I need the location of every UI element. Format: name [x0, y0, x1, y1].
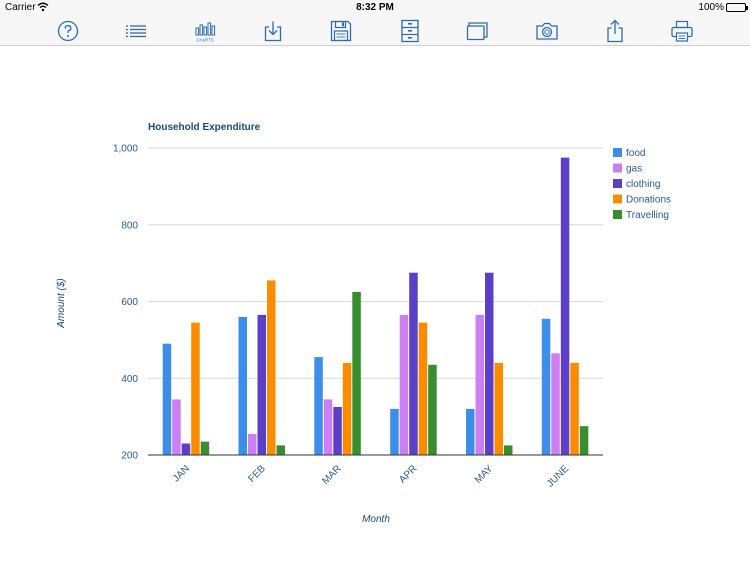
- bar-gas-feb: [248, 433, 257, 455]
- bar-gas-mar: [323, 399, 333, 455]
- bar-donations-jan: [191, 322, 200, 455]
- wifi-icon: [37, 2, 49, 12]
- y-tick-label: 600: [121, 297, 138, 308]
- carrier-label: Carrier: [5, 2, 36, 13]
- y-tick-label: 400: [121, 374, 138, 385]
- x-tick-label: JUNE: [545, 463, 571, 489]
- share-icon: [607, 19, 623, 43]
- bar-food-feb: [238, 316, 247, 455]
- x-tick-label: MAY: [473, 463, 496, 486]
- bar-food-june: [541, 318, 551, 455]
- x-tick-label: FEB: [246, 463, 268, 485]
- bar-travelling-jan: [200, 441, 210, 455]
- bar-food-jan: [162, 343, 172, 455]
- bar-gas-june: [551, 353, 560, 455]
- cabinet-button[interactable]: [396, 18, 424, 44]
- legend-label: Travelling: [626, 210, 669, 221]
- status-bar: Carrier 8:32 PM 100%: [0, 0, 750, 16]
- bar-clothing-feb: [257, 314, 266, 455]
- list-icon: [126, 25, 146, 38]
- print-button[interactable]: [668, 18, 696, 44]
- bar-donations-june: [570, 362, 579, 455]
- charts-button[interactable]: CHARTS: [191, 18, 219, 44]
- clock: 8:32 PM: [356, 2, 394, 13]
- legend-label: clothing: [626, 179, 660, 190]
- y-tick-label: 1,000: [113, 144, 138, 155]
- camera-button[interactable]: [533, 18, 561, 44]
- bar-clothing-mar: [333, 407, 342, 455]
- legend-label: gas: [626, 164, 642, 175]
- help-icon: [57, 20, 79, 42]
- camera-icon: [536, 22, 558, 40]
- x-tick-label: MAR: [320, 463, 344, 487]
- legend-label: food: [626, 148, 645, 159]
- chart-area: 200 400 600 800 1,000 JAN FEB MAR APR MAY JUNE fo…: [0, 46, 750, 563]
- x-tick-label: JAN: [171, 463, 192, 484]
- charts-icon-label: CHARTS: [196, 38, 213, 43]
- legend-swatch: [613, 210, 622, 219]
- download-icon: [264, 21, 282, 42]
- legend-swatch: [613, 179, 622, 188]
- bar-donations-feb: [267, 280, 276, 455]
- save-icon: [330, 20, 352, 42]
- legend-swatch: [613, 148, 622, 157]
- bar-clothing-june: [560, 157, 570, 455]
- help-button[interactable]: [54, 18, 82, 44]
- bar-food-apr: [390, 408, 399, 455]
- battery-icon: [726, 3, 748, 12]
- legend-label: Donations: [626, 195, 671, 206]
- bar-clothing-apr: [409, 272, 418, 455]
- legend-swatch: [613, 163, 622, 173]
- bar-clothing-jan: [181, 443, 191, 455]
- legend-swatch: [613, 194, 622, 204]
- battery-percentage: 100%: [698, 2, 724, 13]
- charts-icon: CHARTS: [195, 22, 216, 43]
- chart-title: Household Expenditure: [148, 122, 261, 133]
- x-axis-title: Month: [362, 514, 390, 525]
- bar-donations-may: [494, 362, 503, 455]
- list-button[interactable]: [122, 18, 150, 44]
- share-button[interactable]: [601, 18, 629, 44]
- bar-travelling-may: [504, 445, 513, 455]
- toolbar: CHARTS: [0, 16, 750, 46]
- bar-clothing-may: [485, 272, 494, 455]
- bar-gas-apr: [399, 314, 409, 455]
- bar-food-may: [466, 408, 475, 455]
- download-button[interactable]: [259, 18, 287, 44]
- y-tick-label: 200: [121, 451, 138, 462]
- bar-donations-apr: [418, 322, 428, 455]
- expenditure-chart: 200 400 600 800 1,000 JAN FEB MAR APR MAY JUNE fo…: [56, 122, 671, 525]
- bar-donations-mar: [342, 362, 352, 455]
- bar-food-mar: [314, 357, 323, 455]
- print-icon: [671, 20, 693, 42]
- save-button[interactable]: [327, 18, 355, 44]
- windows-icon: [466, 22, 488, 41]
- bar-gas-may: [475, 314, 484, 455]
- bar-gas-jan: [172, 399, 181, 455]
- bar-travelling-mar: [352, 291, 361, 455]
- bar-travelling-june: [579, 426, 589, 455]
- y-tick-label: 800: [121, 220, 138, 231]
- bar-travelling-apr: [428, 364, 437, 455]
- cabinet-icon: [401, 19, 419, 43]
- bar-travelling-feb: [276, 445, 285, 455]
- windows-button[interactable]: [464, 18, 492, 44]
- y-axis-title: Amount ($): [56, 278, 67, 328]
- x-tick-label: APR: [397, 463, 419, 485]
